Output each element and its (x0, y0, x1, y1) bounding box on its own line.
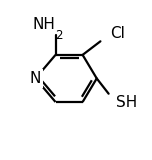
Text: N: N (30, 71, 41, 86)
Text: 2: 2 (55, 29, 63, 42)
Text: SH: SH (116, 95, 137, 109)
Text: NH: NH (33, 17, 55, 32)
Text: Cl: Cl (110, 26, 125, 41)
